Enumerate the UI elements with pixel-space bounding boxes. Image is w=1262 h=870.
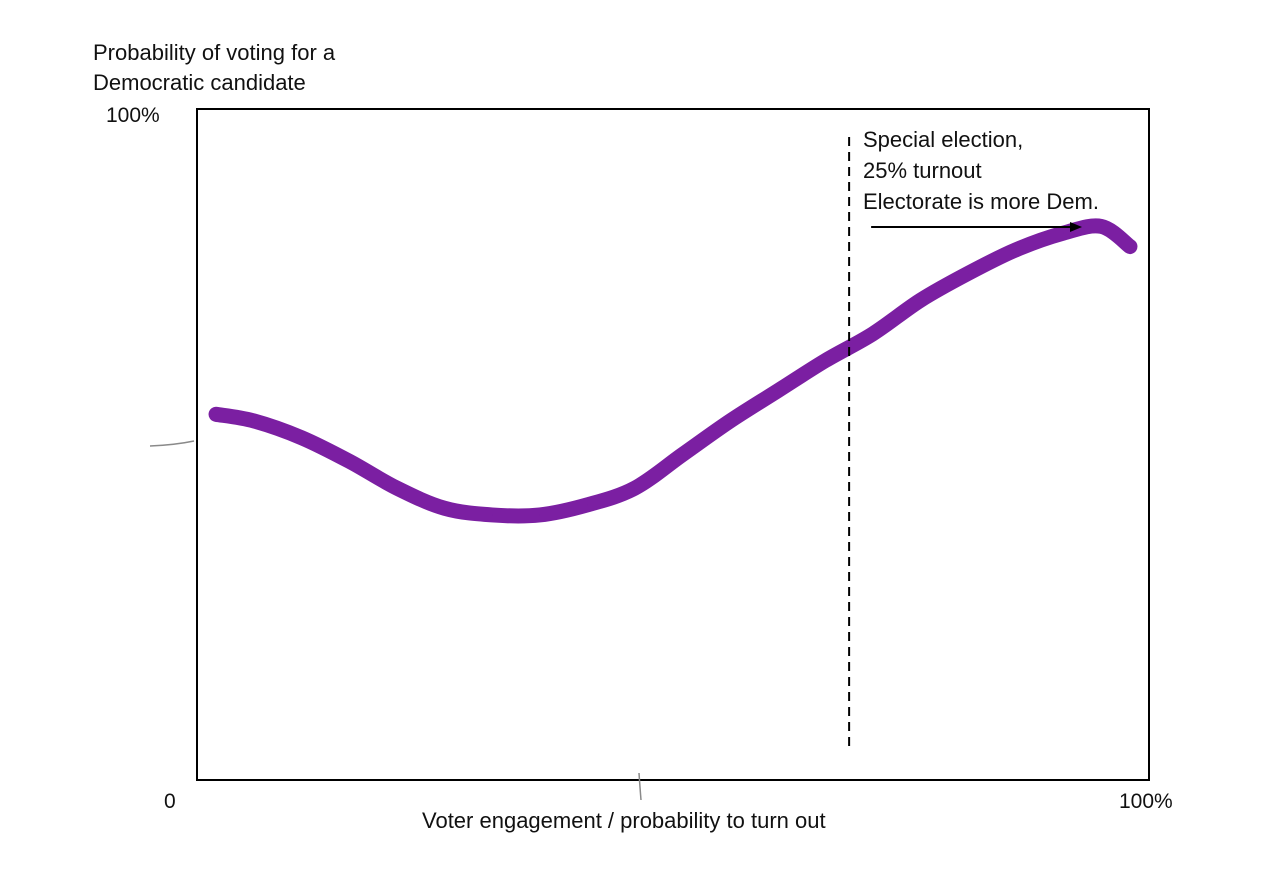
series-0-point-18 [1062,232,1064,234]
annotation-line-2: 25% turnout [863,158,982,183]
series-0-point-20 [1129,246,1131,248]
series-0-point-15 [920,299,922,301]
series-0-point-3 [348,460,350,462]
series-0-point-19 [1100,225,1102,227]
series-line-0 [208,218,1138,524]
series-0-point-14 [872,333,874,335]
series-0-point-9 [634,487,636,489]
series-0-point-11 [729,420,731,422]
x-tick-origin-label: 0 [164,790,176,813]
series-0-point-2 [301,437,303,439]
series-0-point-6 [491,514,493,516]
y-axis-label-line-1: Probability of voting for a [93,40,336,65]
series-0-point-12 [777,390,779,392]
y-axis-label-line-2: Democratic candidate [93,70,306,95]
series-0-point-13 [824,360,826,362]
series-layer [208,218,1138,524]
y-tick-top-label: 100% [106,104,160,127]
series-0-point-4 [396,487,398,489]
x-axis-label: Voter engagement / probability to turn o… [422,808,826,833]
series-0-point-10 [682,454,684,456]
special-election-annotation: Special election, 25% turnout Electorate… [863,124,1099,217]
series-0-point-8 [586,504,588,506]
annotation-line-1: Special election, [863,127,1024,152]
x-midpoint-tick [638,772,642,801]
series-0-point-7 [539,514,541,516]
series-0-point-16 [967,272,969,274]
x-tick-end-label: 100% [1119,790,1173,813]
series-0-point-5 [444,507,446,509]
plot-frame [196,108,1150,781]
series-0-point-0 [215,413,217,415]
y-midpoint-tick [149,440,195,447]
annotation-line-3: Electorate is more Dem. [863,189,1099,214]
series-0-point-1 [253,420,255,422]
arrow-right-icon [1070,222,1082,232]
series-0-point-17 [1015,249,1017,251]
y-axis-label: Probability of voting for a Democratic c… [93,38,335,98]
